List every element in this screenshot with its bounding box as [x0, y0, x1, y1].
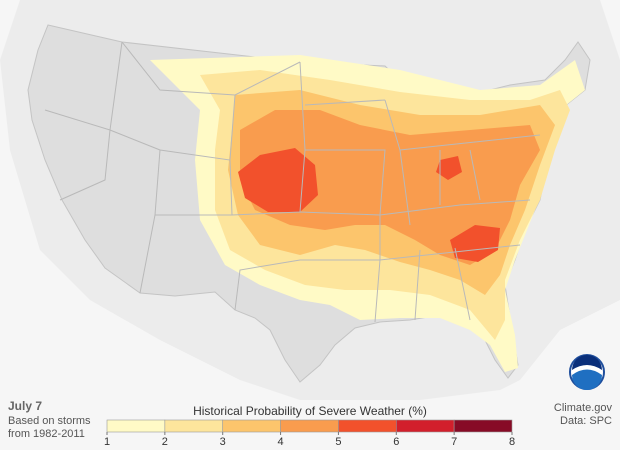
- legend-swatch: [453, 419, 513, 433]
- legend-swatch: [222, 419, 281, 433]
- legend-swatch: [280, 419, 339, 433]
- legend-tick-label: 1: [104, 436, 110, 448]
- note-line: Based on storms: [8, 415, 91, 427]
- probability-zones: [150, 55, 585, 372]
- legend-tick-label: 8: [509, 436, 515, 448]
- legend-swatch: [164, 419, 224, 433]
- legend-tick-label: 7: [451, 436, 457, 448]
- state-borders: [44, 41, 541, 323]
- legend-swatch: [338, 419, 397, 433]
- legend-tick-label: 4: [278, 436, 284, 448]
- credit: Climate.gov: [554, 402, 613, 414]
- note-line: from 1982-2011: [8, 428, 85, 440]
- noaa-logo: [569, 354, 605, 390]
- legend-tick-label: 3: [220, 436, 226, 448]
- legend-tick-label: 6: [393, 436, 399, 448]
- zone: [238, 148, 500, 262]
- legend-title: Historical Probability of Severe Weather…: [193, 404, 427, 418]
- legend-swatch: [395, 419, 455, 433]
- source: Data: SPC: [560, 415, 612, 427]
- zone: [240, 110, 540, 265]
- date-label: July 7: [8, 399, 42, 413]
- legend-tick-label: 5: [335, 436, 341, 448]
- legend-swatch: [106, 419, 166, 433]
- legend-tick-label: 2: [162, 436, 168, 448]
